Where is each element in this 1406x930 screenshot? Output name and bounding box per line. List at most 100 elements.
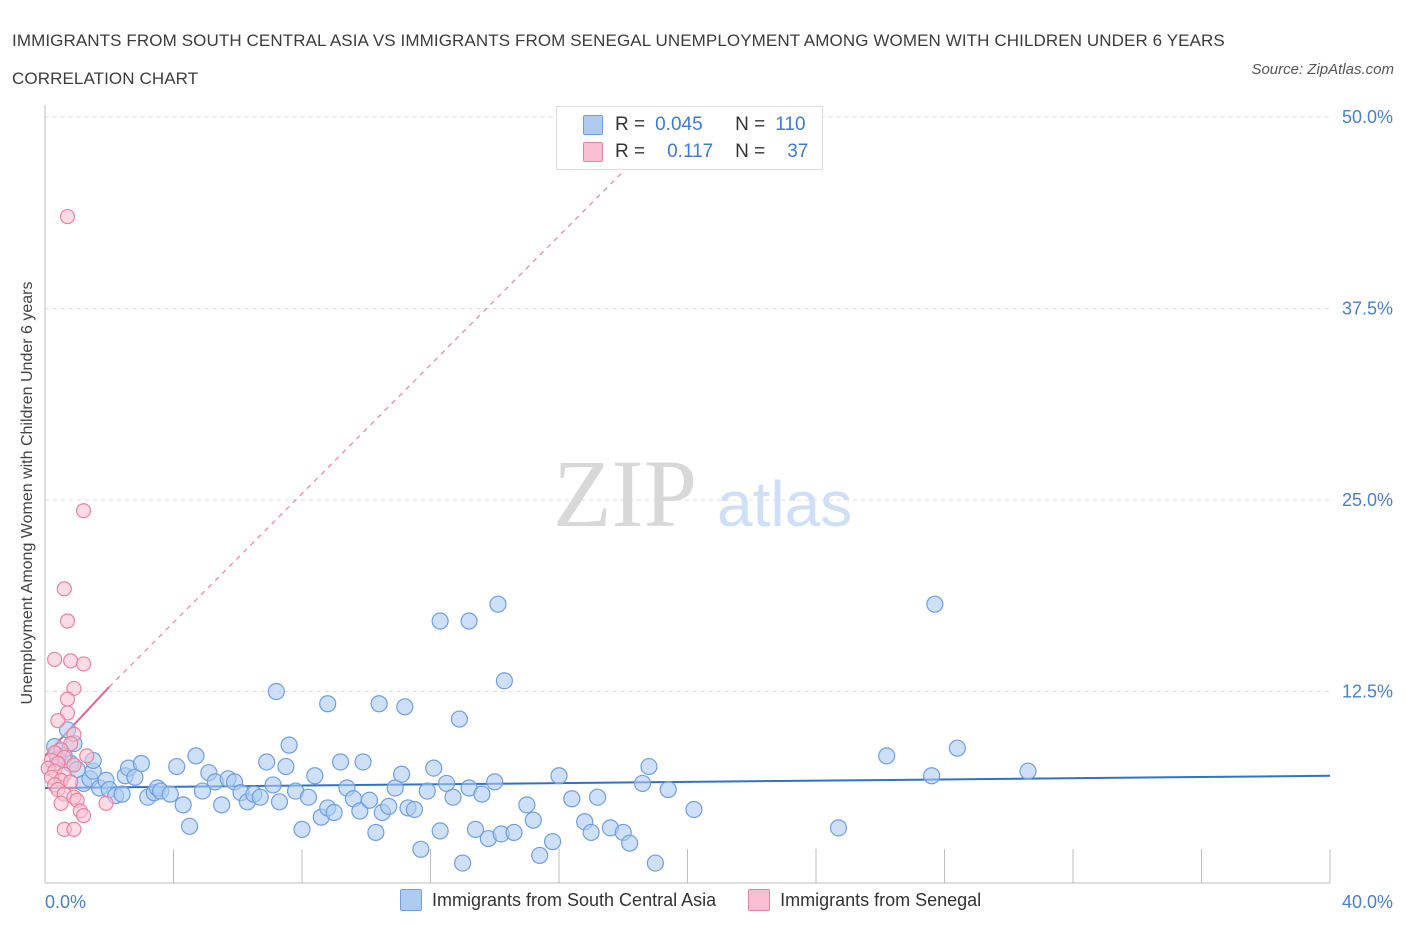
- data-point-south-central-asia: [331, 753, 350, 771]
- data-point-south-central-asia: [878, 747, 896, 765]
- data-point-south-central-asia: [431, 822, 449, 840]
- trend-line-south-central-asia: [44, 774, 1331, 790]
- data-point-south-central-asia: [277, 757, 295, 776]
- points-south-central-asia: [46, 595, 1037, 872]
- data-point-senegal: [53, 795, 69, 811]
- data-point-south-central-asia: [1019, 762, 1037, 780]
- data-point-senegal: [75, 656, 92, 672]
- data-point-senegal: [47, 651, 63, 667]
- data-point-south-central-asia: [299, 788, 318, 806]
- data-point-senegal: [66, 821, 82, 837]
- data-point-south-central-asia: [486, 773, 504, 791]
- watermark-zip: ZIP: [553, 440, 697, 547]
- data-point-south-central-asia: [258, 753, 276, 771]
- legend-swatch-blue: [400, 889, 422, 911]
- legend-n-value-blue: 110: [775, 114, 806, 135]
- axes: [44, 105, 1331, 884]
- legend-item-south-central-asia[interactable]: Immigrants from South Central Asia: [400, 889, 716, 911]
- data-point-south-central-asia: [380, 797, 398, 816]
- legend-label-south-central-asia: Immigrants from South Central Asia: [432, 889, 717, 910]
- data-point-south-central-asia: [270, 793, 289, 811]
- legend-row-blue: R = 0.045 N = 110: [583, 113, 806, 137]
- y-tick-label: 25.0%: [1342, 490, 1393, 510]
- data-point-senegal: [63, 774, 79, 790]
- data-point-south-central-asia: [370, 695, 388, 713]
- data-point-south-central-asia: [187, 747, 205, 765]
- y-tick-label: 37.5%: [1342, 299, 1393, 319]
- data-point-south-central-asia: [450, 710, 469, 728]
- data-point-south-central-asia: [180, 817, 199, 835]
- data-point-south-central-asia: [325, 803, 343, 822]
- legend-item-senegal[interactable]: Immigrants from Senegal: [748, 889, 981, 911]
- correlation-legend: R = 0.045 N = 110 R = 0.117 N = 37: [556, 106, 823, 170]
- data-point-south-central-asia: [267, 682, 285, 701]
- legend-r-label: R =: [615, 114, 646, 135]
- data-point-south-central-asia: [396, 698, 414, 716]
- data-point-south-central-asia: [351, 802, 369, 820]
- data-point-south-central-asia: [646, 854, 664, 872]
- data-point-south-central-asia: [518, 796, 536, 814]
- data-point-south-central-asia: [213, 796, 231, 814]
- data-point-senegal: [98, 795, 114, 811]
- data-point-senegal: [59, 208, 76, 225]
- data-point-south-central-asia: [524, 811, 542, 829]
- data-point-south-central-asia: [425, 759, 443, 777]
- data-point-south-central-asia: [444, 788, 462, 806]
- x-tick-label-min: 0.0%: [45, 892, 86, 912]
- data-point-south-central-asia: [168, 757, 186, 776]
- legend-n-label: N =: [735, 114, 766, 135]
- legend-n-value-pink: 37: [787, 141, 809, 162]
- legend-swatch-pink: [583, 142, 603, 162]
- data-point-south-central-asia: [829, 819, 848, 837]
- legend-swatch-blue: [583, 115, 603, 135]
- legend-row-pink: R = 0.117 N = 37: [583, 140, 808, 164]
- data-point-senegal: [79, 748, 95, 764]
- data-point-south-central-asia: [174, 796, 192, 814]
- data-point-senegal: [66, 757, 82, 773]
- data-point-south-central-asia: [437, 774, 456, 793]
- gridlines: [45, 116, 1330, 692]
- data-point-south-central-asia: [360, 791, 379, 809]
- data-point-south-central-asia: [354, 753, 372, 771]
- data-point-south-central-asia: [659, 780, 677, 799]
- legend-r-value-pink: 0.117: [667, 141, 714, 162]
- data-point-senegal: [75, 807, 92, 824]
- trend-line-senegal-extended: [108, 154, 640, 688]
- y-tick-label: 50.0%: [1342, 107, 1393, 127]
- legend-n-label: N =: [735, 141, 766, 162]
- data-point-south-central-asia: [563, 790, 581, 808]
- data-point-south-central-asia: [132, 754, 150, 773]
- data-point-south-central-asia: [431, 612, 449, 630]
- data-point-south-central-asia: [392, 765, 411, 783]
- data-point-south-central-asia: [113, 785, 131, 803]
- legend-label-senegal: Immigrants from Senegal: [780, 889, 982, 910]
- data-point-south-central-asia: [126, 768, 144, 786]
- chart-title: IMMIGRANTS FROM SOUTH CENTRAL ASIA VS IM…: [12, 31, 1225, 88]
- data-point-south-central-asia: [280, 736, 298, 754]
- data-point-south-central-asia: [473, 785, 491, 803]
- y-tick-label: 12.5%: [1342, 682, 1393, 702]
- data-point-senegal: [50, 713, 66, 729]
- source-label: Source: ZipAtlas.com: [1251, 61, 1394, 78]
- points-senegal: [40, 208, 114, 837]
- data-point-south-central-asia: [264, 776, 282, 794]
- data-point-south-central-asia: [505, 823, 523, 842]
- legend-r-value-blue: 0.045: [655, 114, 703, 135]
- data-point-south-central-asia: [621, 834, 639, 852]
- data-point-south-central-asia: [460, 612, 478, 630]
- data-point-south-central-asia: [926, 595, 944, 613]
- data-point-south-central-asia: [531, 846, 549, 865]
- data-point-south-central-asia: [251, 788, 269, 806]
- legend-swatch-pink: [748, 889, 771, 911]
- data-point-south-central-asia: [543, 833, 562, 851]
- data-point-south-central-asia: [588, 788, 607, 806]
- legend-r-label: R =: [615, 141, 646, 162]
- data-point-south-central-asia: [306, 767, 324, 785]
- data-point-south-central-asia: [466, 820, 485, 838]
- data-point-senegal: [59, 691, 76, 707]
- data-point-south-central-asia: [454, 854, 472, 872]
- data-point-south-central-asia: [405, 800, 424, 819]
- data-point-south-central-asia: [550, 767, 568, 785]
- data-point-senegal: [63, 653, 79, 669]
